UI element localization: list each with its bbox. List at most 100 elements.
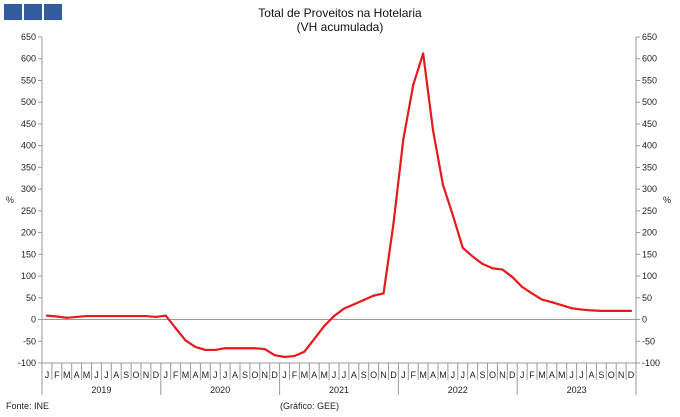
x-tick-label: S	[361, 370, 367, 380]
data-point	[629, 309, 633, 312]
y-tick-label-left: 0	[31, 315, 36, 325]
y-tick-label-right: 200	[642, 228, 657, 238]
y-tick-label-right: 300	[642, 184, 657, 194]
x-tick-label: J	[461, 370, 466, 380]
year-label: 2021	[329, 385, 349, 395]
x-tick-label: M	[558, 370, 566, 380]
year-label: 2023	[567, 385, 587, 395]
x-tick-label: N	[262, 370, 269, 380]
x-tick-label: N	[380, 370, 387, 380]
data-point	[362, 298, 365, 302]
data-point	[620, 309, 623, 312]
x-tick-label: A	[430, 370, 436, 380]
data-point	[461, 246, 464, 249]
data-point	[610, 309, 613, 312]
y-tick-label-left: 450	[21, 119, 36, 129]
data-point	[441, 183, 445, 186]
data-point	[273, 354, 276, 357]
x-tick-label: M	[320, 370, 328, 380]
data-point	[422, 52, 425, 55]
x-tick-label: J	[104, 370, 109, 380]
x-tick-label: F	[529, 370, 535, 380]
x-tick-label: O	[608, 370, 615, 380]
data-point	[154, 315, 157, 319]
data-point	[392, 222, 395, 226]
x-tick-label: M	[63, 370, 71, 380]
y-tick-label-right: -50	[642, 336, 655, 346]
y-tick-label-left: 50	[26, 293, 36, 303]
footer-source: Fonte: INE	[6, 401, 49, 411]
x-tick-label: J	[451, 370, 456, 380]
x-tick-label: J	[342, 370, 347, 380]
series-layer	[45, 52, 633, 359]
y-tick-label-left: 200	[21, 228, 36, 238]
data-point	[134, 314, 138, 318]
data-point	[570, 307, 573, 310]
data-point	[352, 303, 355, 306]
x-tick-label: F	[292, 370, 298, 380]
data-point	[194, 345, 197, 349]
x-axis-years: 2019 2020 2021 2022 2023	[91, 385, 586, 395]
data-point	[600, 309, 603, 312]
x-tick-label: D	[390, 370, 397, 380]
y-tick-label-left: 650	[21, 32, 36, 42]
y-tick-label-left: 550	[21, 75, 36, 85]
data-point	[501, 268, 504, 271]
series-line	[46, 52, 632, 359]
y-axis-label-right: %	[663, 195, 671, 205]
footer-credit: (Gráfico: GEE)	[280, 401, 339, 411]
logo-square-1	[4, 4, 22, 20]
data-point	[55, 315, 58, 318]
y-tick-label-right: 550	[642, 75, 657, 85]
data-point	[323, 324, 326, 328]
y-tick-label-right: 500	[642, 97, 657, 107]
x-tick-label: A	[549, 370, 555, 380]
data-point	[283, 355, 286, 359]
data-point	[530, 292, 534, 295]
x-tick-label: N	[499, 370, 506, 380]
x-tick-label: A	[113, 370, 119, 380]
x-tick-label: O	[370, 370, 377, 380]
y-tick-label-right: 0	[642, 315, 647, 325]
x-tick-label: J	[401, 370, 406, 380]
y-tick-label-left: 350	[21, 162, 36, 172]
data-point	[115, 314, 118, 318]
x-tick-label: N	[143, 370, 150, 380]
data-point	[184, 339, 187, 342]
x-tick-label: J	[164, 370, 169, 380]
y-tick-label-left: -50	[23, 336, 36, 346]
x-tick-label: J	[579, 370, 584, 380]
data-point	[560, 304, 563, 307]
x-tick-label: S	[598, 370, 604, 380]
data-point	[550, 301, 553, 304]
logo	[4, 4, 62, 20]
x-tick-label: J	[45, 370, 50, 380]
x-tick-label: F	[411, 370, 417, 380]
chart-subtitle: (VH acumulada)	[297, 20, 384, 34]
logo-square-2	[24, 4, 42, 20]
data-point	[233, 347, 237, 350]
x-tick-label: S	[480, 370, 486, 380]
year-label: 2019	[91, 385, 111, 395]
x-tick-label: A	[74, 370, 80, 380]
x-tick-label: F	[54, 370, 60, 380]
y-tick-label-right: 250	[642, 206, 657, 216]
data-point	[253, 347, 256, 350]
y-tick-label-left: 500	[21, 97, 36, 107]
y-axis-right: -100 -50 0 50 100 150 200 250 300 350 400 450 500 550…	[636, 32, 660, 368]
x-tick-label: A	[351, 370, 357, 380]
data-point	[431, 129, 435, 132]
x-tick-label: J	[94, 370, 99, 380]
y-tick-label-left: 600	[21, 54, 36, 64]
data-point	[481, 262, 484, 265]
x-tick-label: J	[213, 370, 218, 380]
y-tick-label-left: 150	[21, 249, 36, 259]
x-tick-label: O	[251, 370, 258, 380]
data-point	[293, 354, 296, 358]
y-axis-label-left: %	[6, 195, 14, 205]
x-tick-label: J	[520, 370, 525, 380]
data-point	[243, 347, 247, 350]
data-point	[580, 308, 583, 311]
